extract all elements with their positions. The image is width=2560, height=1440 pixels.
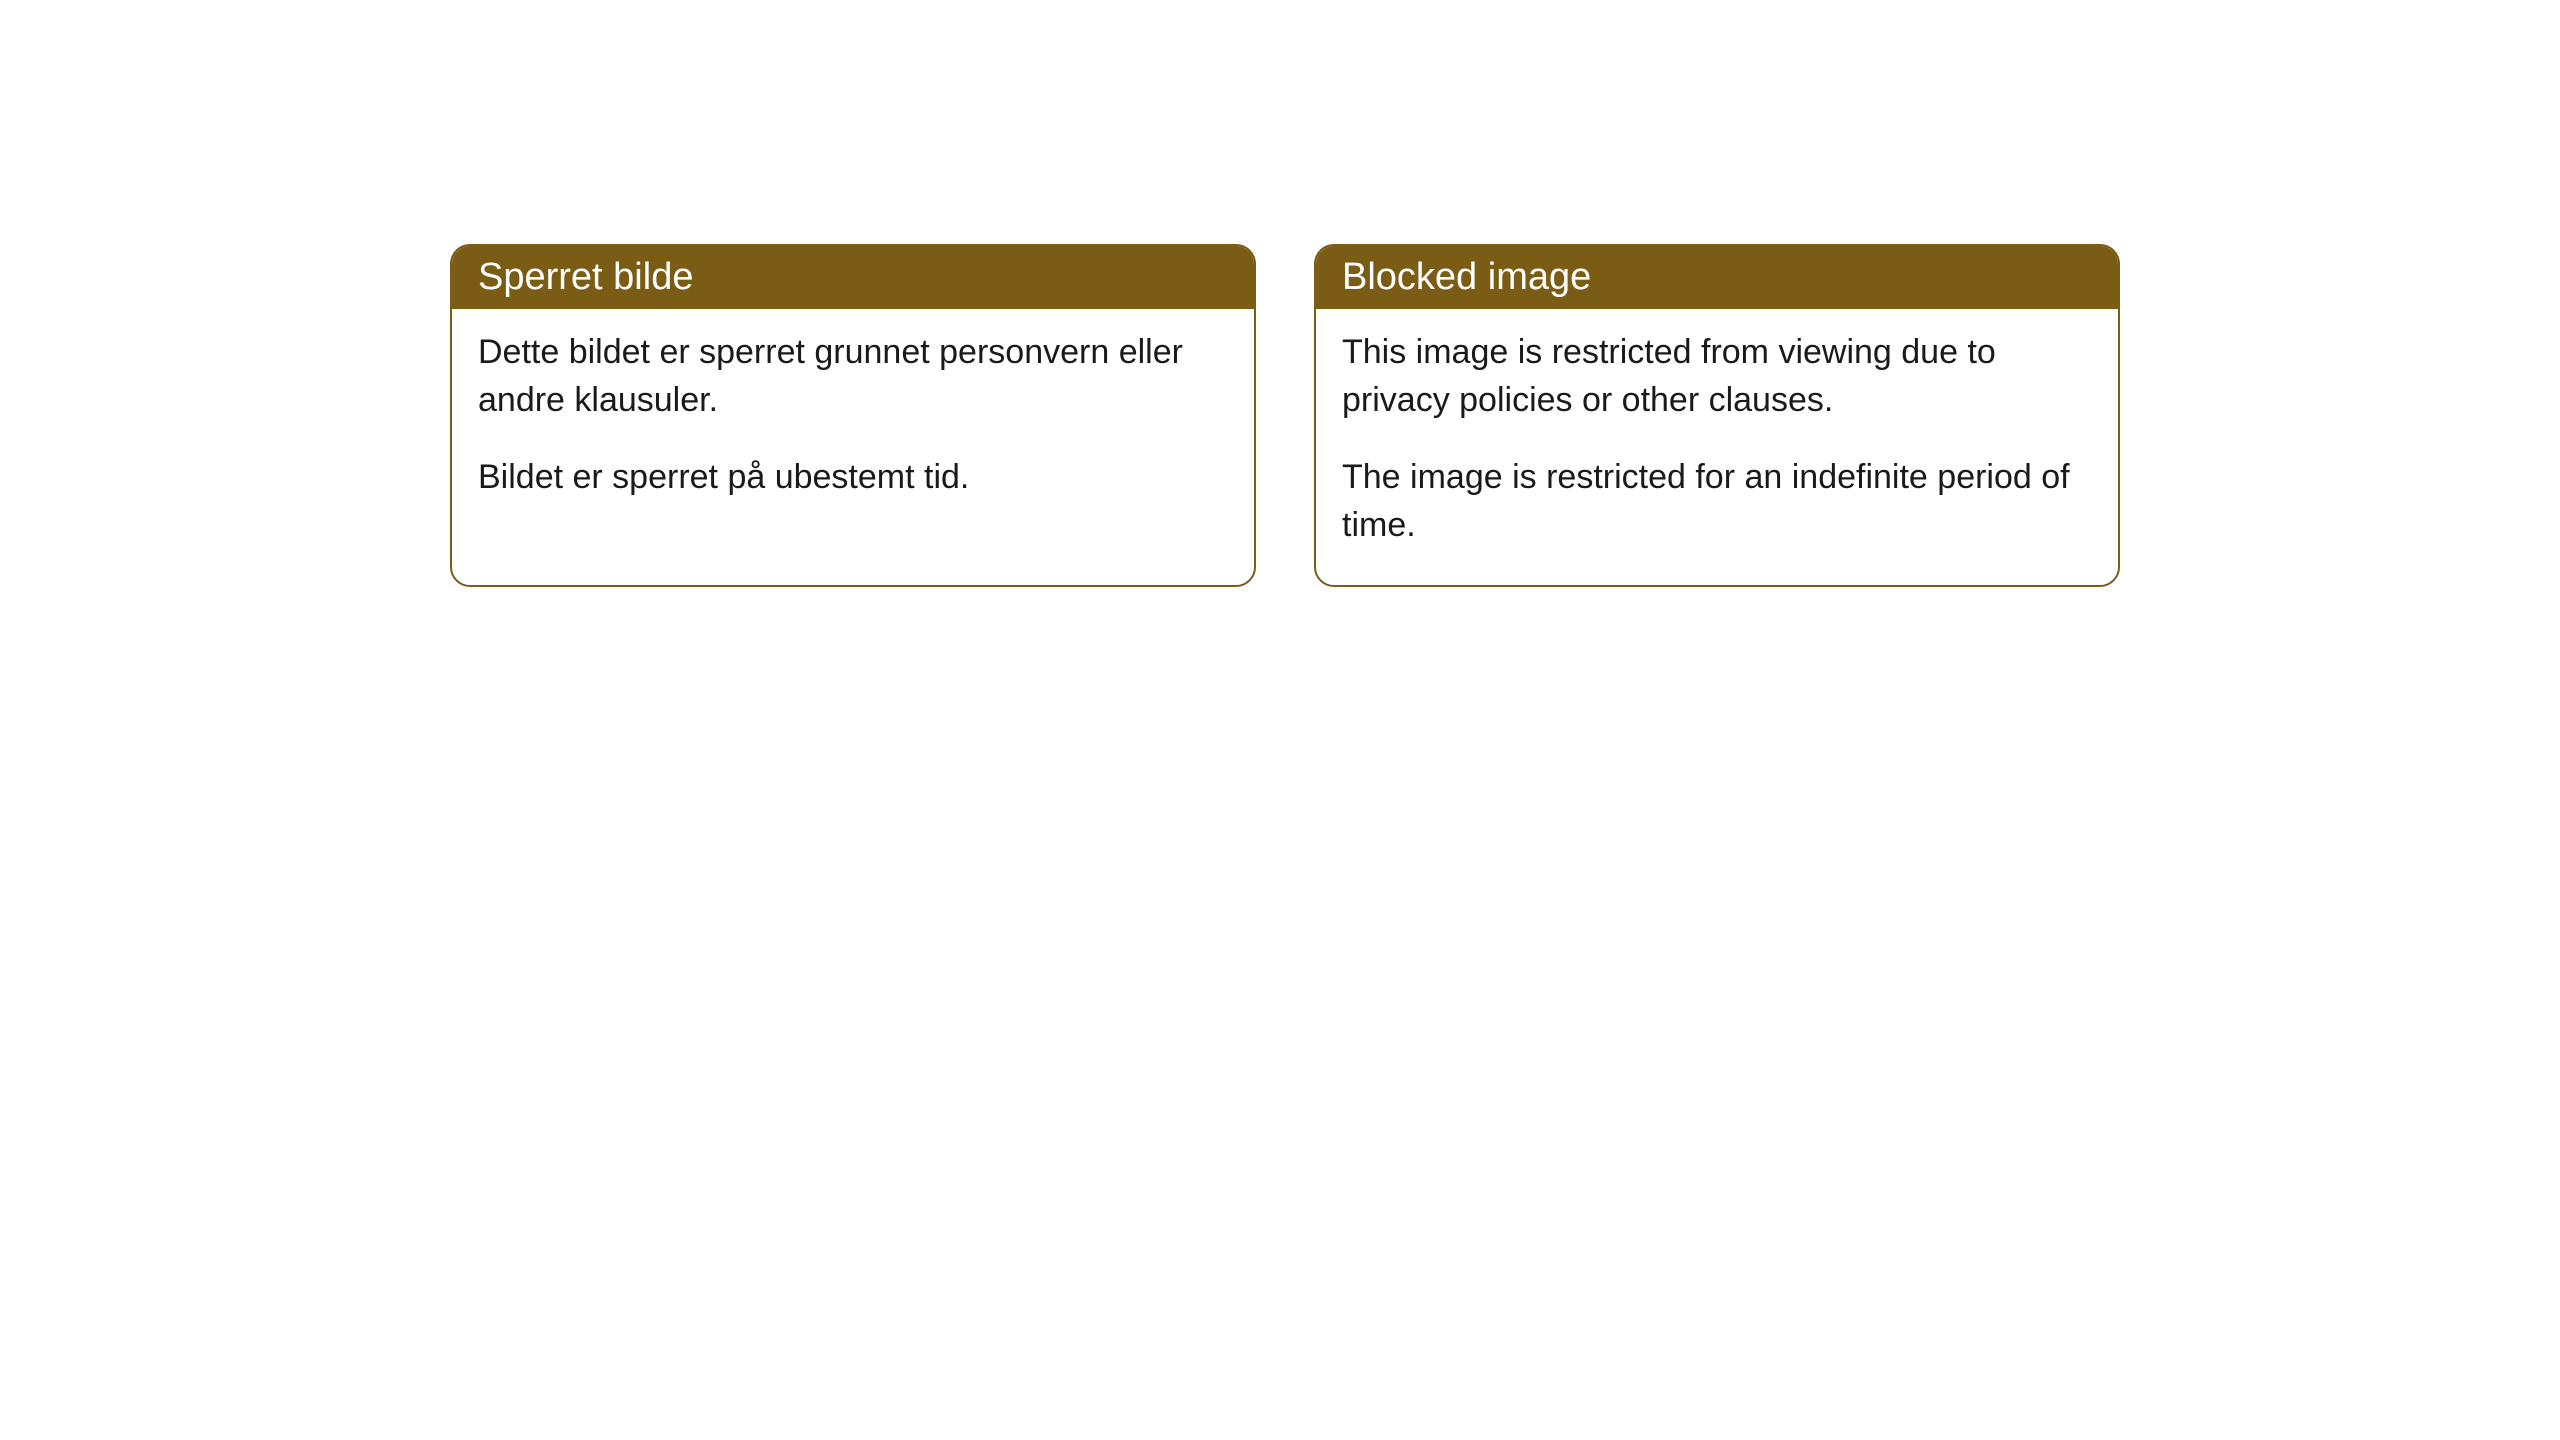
card-title-english: Blocked image bbox=[1342, 256, 1591, 298]
card-paragraph-english-2: The image is restricted for an indefinit… bbox=[1342, 454, 2092, 549]
card-body-norwegian: Dette bildet er sperret grunnet personve… bbox=[452, 309, 1254, 538]
cards-container: Sperret bilde Dette bildet er sperret gr… bbox=[450, 244, 2120, 587]
card-title-norwegian: Sperret bilde bbox=[478, 256, 693, 298]
card-paragraph-norwegian-1: Dette bildet er sperret grunnet personve… bbox=[478, 329, 1228, 424]
card-paragraph-english-1: This image is restricted from viewing du… bbox=[1342, 329, 2092, 424]
card-header-norwegian: Sperret bilde bbox=[452, 246, 1254, 309]
card-norwegian: Sperret bilde Dette bildet er sperret gr… bbox=[450, 244, 1256, 587]
card-paragraph-norwegian-2: Bildet er sperret på ubestemt tid. bbox=[478, 454, 1228, 502]
card-header-english: Blocked image bbox=[1316, 246, 2118, 309]
card-body-english: This image is restricted from viewing du… bbox=[1316, 309, 2118, 585]
card-english: Blocked image This image is restricted f… bbox=[1314, 244, 2120, 587]
